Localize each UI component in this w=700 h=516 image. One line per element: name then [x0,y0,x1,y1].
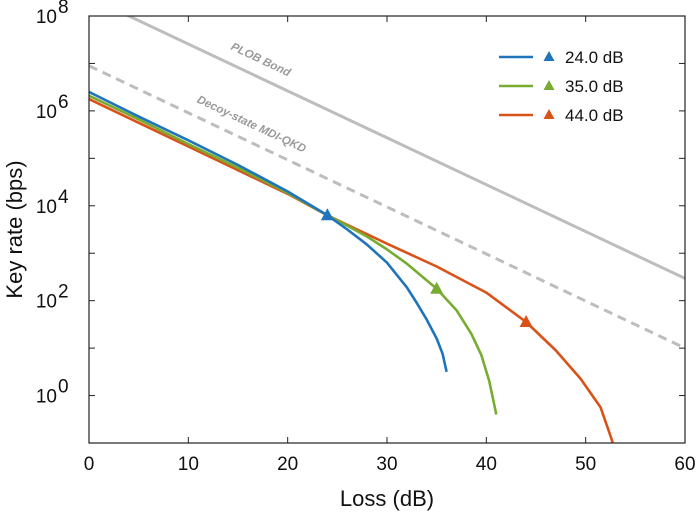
x-tick-label: 30 [376,454,397,475]
reference-line-0 [125,16,685,280]
x-tick-label: 10 [178,454,199,475]
x-axis-label: Loss (dB) [340,486,434,511]
legend-marker-2 [543,109,555,119]
x-tick-label: 60 [674,454,695,475]
y-tick-exponent: 4 [58,187,69,208]
x-tick-label: 0 [84,454,95,475]
series-line-2 [89,97,615,443]
y-tick-exponent: 6 [58,92,69,113]
y-tick-exponent: 0 [58,377,69,398]
y-tick-label: 10 [36,197,57,218]
series-marker-1 [430,281,444,294]
y-tick-exponent: 8 [58,0,69,18]
y-tick-label: 10 [36,7,57,28]
y-tick-exponent: 2 [58,282,69,303]
legend-label-1: 35.0 dB [565,77,624,96]
y-tick-label: 10 [36,387,57,408]
x-tick-label: 40 [476,454,497,475]
reference-label-0: PLOB Bond [229,41,293,80]
reference-line-1 [89,64,685,350]
series-lines [89,90,615,443]
legend-marker-1 [543,80,555,90]
x-tick-label: 20 [277,454,298,475]
legend-label-2: 44.0 dB [565,106,624,125]
reference-lines [89,16,685,350]
series-line-0 [89,90,448,373]
legend-label-0: 24.0 dB [565,48,624,67]
series-marker-2 [519,315,533,328]
series-marker-0 [320,208,334,221]
x-tick-label: 50 [575,454,596,475]
legend: 24.0 dB 35.0 dB 44.0 dB [499,48,624,125]
series-line-1 [89,94,498,415]
y-axis-label: Key rate (bps) [2,160,27,298]
y-tick-label: 10 [36,292,57,313]
legend-marker-0 [543,51,555,61]
y-tick-label: 10 [36,102,57,123]
